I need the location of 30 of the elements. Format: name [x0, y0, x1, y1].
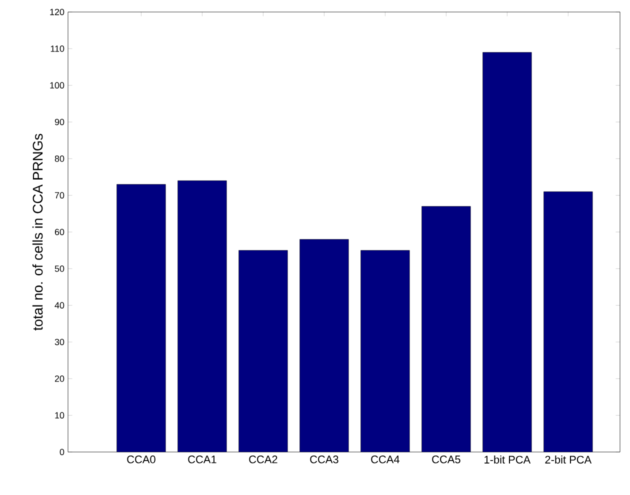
y-tick-label: 90 [54, 118, 64, 126]
bar [116, 184, 166, 452]
y-tick-label: 70 [54, 192, 64, 199]
y-tick-label: 120 [50, 8, 64, 16]
y-tick-label: 20 [54, 375, 64, 382]
x-tick-label: CCA5 [432, 456, 460, 464]
bar [360, 250, 410, 452]
y-tick-label: 100 [50, 82, 64, 89]
bar [482, 52, 532, 452]
bar [238, 250, 288, 452]
y-tick-label: 110 [50, 45, 64, 52]
bar [300, 239, 349, 452]
x-tick-label: CCA2 [249, 456, 278, 464]
bar [544, 192, 593, 452]
bar [178, 180, 227, 452]
x-tick-label: CCA0 [127, 456, 156, 464]
y-tick-label: 30 [54, 338, 64, 346]
x-tick-label: 1-bit PCA [484, 456, 531, 464]
x-tick-label: CCA1 [188, 456, 216, 464]
y-tick-label: 10 [55, 412, 64, 419]
x-tick-label: CCA4 [371, 456, 400, 464]
x-tick-label: 2-bit PCA [545, 456, 592, 464]
bar [422, 206, 471, 452]
y-tick-label: 0 [60, 448, 64, 456]
y-tick-label: 60 [54, 228, 64, 236]
y-tick-label: 40 [54, 302, 64, 309]
y-axis-title: total no. of cells in CCA PRNGs [32, 134, 43, 330]
y-tick-label: 80 [54, 155, 64, 162]
y-tick-label: 50 [54, 265, 64, 272]
x-tick-label: CCA3 [310, 456, 338, 464]
